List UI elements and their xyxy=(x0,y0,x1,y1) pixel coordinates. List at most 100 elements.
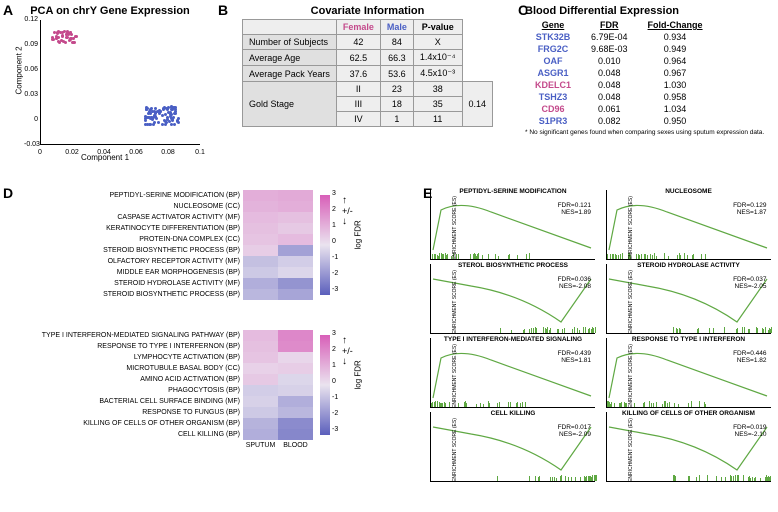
heatmap-block: TYPE I INTERFERON-MEDIATED SIGNALING PAT… xyxy=(10,330,425,460)
pca-point xyxy=(173,123,176,126)
gsea-nes: NES=1.89 xyxy=(558,209,591,216)
gsea-fdr: FDR=0.017 xyxy=(558,424,591,431)
colorbar-tick: 1 xyxy=(332,222,336,229)
cov-cell: 0.14 xyxy=(462,82,493,127)
colorbar-tick: -1 xyxy=(332,394,338,401)
cov-cell: 84 xyxy=(380,35,413,50)
gsea-nes: NES=1.87 xyxy=(733,209,766,216)
heatmap-row-label: STEROID BIOSYNTHETIC PROCESS (BP) xyxy=(10,289,240,300)
heatmap-col-label: SPUTUM xyxy=(243,442,278,449)
heatmap-cell xyxy=(243,223,278,234)
heatmap-row-label: STEROID BIOSYNTHETIC PROCESS (BP) xyxy=(10,245,240,256)
y-axis xyxy=(40,20,41,145)
heatmap-row-label: MIDDLE EAR MORPHOGENESIS (BP) xyxy=(10,267,240,278)
gsea-ylabel: ENRICHMENT SCORE (ES) xyxy=(452,196,458,260)
dge-fdr: 0.010 xyxy=(581,55,638,67)
pca-point xyxy=(73,41,76,44)
arrow-down-icon: ↓ xyxy=(342,216,353,227)
heatmap-cell xyxy=(278,267,313,278)
dge-note: * No significant genes found when compar… xyxy=(525,129,765,136)
dge-fdr: 6.79E-04 xyxy=(581,31,638,43)
heatmap-cell xyxy=(243,385,278,396)
dge-fdr: 9.68E-03 xyxy=(581,43,638,55)
pca-point xyxy=(75,35,78,38)
dge-gene: KDELC1 xyxy=(525,79,581,91)
colorbar-label: log FDR xyxy=(354,220,363,249)
heatmap-cell xyxy=(243,267,278,278)
heatmap-cell xyxy=(243,289,278,300)
cov-cell: 1 xyxy=(380,112,413,127)
pca-point xyxy=(162,108,165,111)
heatmap-cell xyxy=(243,352,278,363)
pca-point xyxy=(58,41,61,44)
heatmap-cell xyxy=(243,407,278,418)
colorbar-tick: -3 xyxy=(332,426,338,433)
heatmap-cell xyxy=(278,385,313,396)
heatmap-cell xyxy=(278,363,313,374)
colorbar-tick: 3 xyxy=(332,330,336,337)
gsea-grid: PEPTIDYL-SERINE MODIFICATIONFDR=0.121NES… xyxy=(430,190,775,482)
dge-gene: STK32B xyxy=(525,31,581,43)
gsea-plot: PEPTIDYL-SERINE MODIFICATIONFDR=0.121NES… xyxy=(430,190,595,260)
heatmap-cell xyxy=(243,374,278,385)
heatmap-cell xyxy=(278,289,313,300)
pca-point xyxy=(177,121,180,124)
heatmap-cell xyxy=(243,429,278,440)
dge-header: Gene xyxy=(525,19,581,31)
heatmap-cell xyxy=(243,341,278,352)
heatmap-cell xyxy=(243,256,278,267)
pca-point xyxy=(64,41,67,44)
gsea-ylabel: ENRICHMENT SCORE (ES) xyxy=(627,344,633,408)
pca-point xyxy=(144,119,147,122)
heatmap-row-label: KILLING OF CELLS OF OTHER ORGANISM (BP) xyxy=(10,418,240,429)
cov-cell: III xyxy=(336,97,380,112)
heatmap-cell xyxy=(243,396,278,407)
pca-point xyxy=(154,112,157,115)
heatmap-row-label: STEROID HYDROLASE ACTIVITY (MF) xyxy=(10,278,240,289)
cov-cell: 42 xyxy=(336,35,380,50)
heatmap-cell xyxy=(278,223,313,234)
heatmap-cell xyxy=(278,374,313,385)
dge-fdr: 0.082 xyxy=(581,115,638,127)
cov-cell: 23 xyxy=(380,82,413,97)
gsea-nes: NES=-2.09 xyxy=(558,431,591,438)
panel-b-title: Covariate Information xyxy=(225,5,510,17)
heatmap-cell xyxy=(243,278,278,289)
heatmap-row-label: LYMPHOCYTE ACTIVATION (BP) xyxy=(10,352,240,363)
heatmap-cell xyxy=(278,234,313,245)
colorbar-tick: -2 xyxy=(332,270,338,277)
gsea-ylabel: ENRICHMENT SCORE (ES) xyxy=(627,270,633,334)
colorbar-label: log FDR xyxy=(354,360,363,389)
covariate-table: FemaleMaleP-valueNumber of Subjects4284X… xyxy=(242,19,493,127)
dge-header: FDR xyxy=(581,19,638,31)
dge-fdr: 0.048 xyxy=(581,91,638,103)
gsea-nes: NES=-2.10 xyxy=(733,431,766,438)
gsea-plot: KILLING OF CELLS OF OTHER ORGANISMFDR=0.… xyxy=(606,412,771,482)
dge-fc: 0.950 xyxy=(638,115,713,127)
pm-label: +/- xyxy=(342,346,353,356)
arrow-down-icon: ↓ xyxy=(342,356,353,367)
cov-cell: Average Age xyxy=(242,50,336,66)
heatmap-cell xyxy=(278,341,313,352)
heatmap-cell xyxy=(278,418,313,429)
pca-point xyxy=(155,117,158,120)
heatmap-row-label: CELL KILLING (BP) xyxy=(10,429,240,440)
panel-c: Blood Differential Expression GeneFDRFol… xyxy=(525,5,765,136)
heatmap-cell xyxy=(278,396,313,407)
cov-header: P-value xyxy=(413,20,462,35)
heatmap-cell xyxy=(243,212,278,223)
cov-cell: 1.4x10⁻⁴ xyxy=(413,50,462,66)
heatmap-cell xyxy=(243,418,278,429)
cov-cell: II xyxy=(336,82,380,97)
pca-point xyxy=(170,108,173,111)
dge-fc: 0.934 xyxy=(638,31,713,43)
heatmap-cell xyxy=(243,245,278,256)
pca-point xyxy=(61,35,64,38)
dge-gene: FRG2C xyxy=(525,43,581,55)
cov-cell: 53.6 xyxy=(380,66,413,82)
pca-point xyxy=(149,108,152,111)
heatmap-cell xyxy=(278,429,313,440)
heatmap-cell xyxy=(243,234,278,245)
gsea-fdr: FDR=0.037 xyxy=(733,276,766,283)
gsea-nes: NES=-2.05 xyxy=(733,283,766,290)
